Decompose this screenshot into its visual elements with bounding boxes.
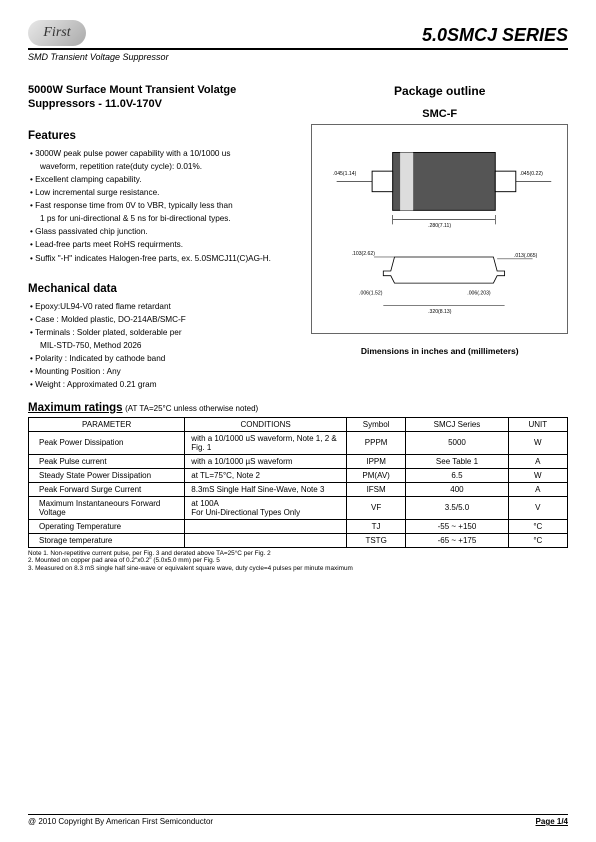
- table-cell: Operating Temperature: [29, 519, 185, 533]
- table-row: Peak Forward Surge Current8.3mS Single H…: [29, 482, 568, 496]
- table-cell: A: [508, 482, 567, 496]
- table-cell: 8.3mS Single Half Sine-Wave, Note 3: [185, 482, 347, 496]
- table-cell: 400: [406, 482, 508, 496]
- table-header: Symbol: [346, 417, 405, 431]
- table-cell: -65 ~ +175: [406, 533, 508, 547]
- footer: @ 2010 Copyright By American First Semic…: [28, 814, 568, 826]
- svg-text:.280(7.11): .280(7.11): [429, 223, 452, 229]
- table-cell: [185, 519, 347, 533]
- table-row: Steady State Power Dissipationat TL=75°C…: [29, 468, 568, 482]
- table-header: CONDITIONS: [185, 417, 347, 431]
- list-item: Terminals : Solder plated, solderable pe…: [30, 326, 297, 339]
- list-item: Mounting Position : Any: [30, 365, 297, 378]
- table-row: Maximum Instantaneours Forward Voltageat…: [29, 496, 568, 519]
- table-header: PARAMETER: [29, 417, 185, 431]
- dimensions-caption: Dimensions in inches and (millimeters): [311, 346, 568, 356]
- table-cell: Peak Power Dissipation: [29, 431, 185, 454]
- list-item: 3000W peak pulse power capability with a…: [30, 147, 297, 160]
- ratings-notes: Note 1. Non-repetitive current pulse, pe…: [28, 550, 568, 573]
- svg-text:.320(8.13): .320(8.13): [429, 309, 453, 315]
- table-cell: V: [508, 496, 567, 519]
- table-cell: with a 10/1000 uS waveform, Note 1, 2 & …: [185, 431, 347, 454]
- table-cell: Maximum Instantaneours Forward Voltage: [29, 496, 185, 519]
- svg-text:.006(.203): .006(.203): [468, 290, 492, 296]
- svg-text:.013(.065): .013(.065): [514, 253, 538, 259]
- svg-text:.045(1.14): .045(1.14): [333, 171, 357, 177]
- series-title: 5.0SMCJ SERIES: [422, 25, 568, 46]
- table-cell: Peak Pulse current: [29, 454, 185, 468]
- table-row: Peak Pulse currentwith a 10/1000 µS wave…: [29, 454, 568, 468]
- table-cell: -55 ~ +150: [406, 519, 508, 533]
- table-cell: Steady State Power Dissipation: [29, 468, 185, 482]
- table-header: UNIT: [508, 417, 567, 431]
- svg-text:.103(2.62): .103(2.62): [352, 251, 376, 257]
- page-number: Page 1/4: [536, 817, 568, 826]
- package-outline-title: Package outline: [311, 84, 568, 98]
- mech-heading: Mechanical data: [28, 283, 297, 295]
- table-cell: See Table 1: [406, 454, 508, 468]
- table-cell: W: [508, 468, 567, 482]
- features-list: 3000W peak pulse power capability with a…: [28, 147, 297, 265]
- divider: [28, 48, 568, 50]
- list-item: MIL-STD-750, Method 2026: [30, 339, 297, 352]
- table-cell: A: [508, 454, 567, 468]
- table-cell: [185, 533, 347, 547]
- list-item: Epoxy:UL94-V0 rated flame retardant: [30, 300, 297, 313]
- table-cell: °C: [508, 519, 567, 533]
- table-cell: TSTG: [346, 533, 405, 547]
- table-cell: IPPM: [346, 454, 405, 468]
- table-cell: Storage temperature: [29, 533, 185, 547]
- table-cell: IFSM: [346, 482, 405, 496]
- table-cell: W: [508, 431, 567, 454]
- table-row: Storage temperature TSTG-65 ~ +175°C: [29, 533, 568, 547]
- ratings-heading: Maximum ratings: [28, 402, 123, 414]
- table-cell: 3.5/5.0: [406, 496, 508, 519]
- table-cell: PM(AV): [346, 468, 405, 482]
- copyright: @ 2010 Copyright By American First Semic…: [28, 817, 213, 826]
- svg-text:.045(0.22): .045(0.22): [520, 171, 544, 177]
- mech-list: Epoxy:UL94-V0 rated flame retardantCase …: [28, 300, 297, 392]
- list-item: Suffix "-H" indicates Halogen-free parts…: [30, 252, 297, 265]
- table-cell: with a 10/1000 µS waveform: [185, 454, 347, 468]
- package-label: SMC-F: [311, 108, 568, 120]
- list-item: Excellent clamping capability.: [30, 173, 297, 186]
- list-item: Case : Molded plastic, DO-214AB/SMC-F: [30, 313, 297, 326]
- table-cell: at TL=75°C, Note 2: [185, 468, 347, 482]
- table-cell: at 100AFor Uni-Directional Types Only: [185, 496, 347, 519]
- list-item: Lead-free parts meet RoHS requirments.: [30, 238, 297, 251]
- table-cell: VF: [346, 496, 405, 519]
- table-cell: TJ: [346, 519, 405, 533]
- table-header: SMCJ Series: [406, 417, 508, 431]
- list-item: Low incremental surge resistance.: [30, 186, 297, 199]
- features-heading: Features: [28, 130, 297, 142]
- svg-text:.006(1.52): .006(1.52): [359, 290, 383, 296]
- list-item: Fast response time from 0V to VBR, typic…: [30, 199, 297, 212]
- table-cell: °C: [508, 533, 567, 547]
- table-row: Peak Power Dissipationwith a 10/1000 uS …: [29, 431, 568, 454]
- main-title: 5000W Surface Mount Transient Volatge Su…: [28, 84, 297, 112]
- list-item: waveform, repetition rate(duty cycle): 0…: [30, 160, 297, 173]
- table-row: Operating Temperature TJ-55 ~ +150°C: [29, 519, 568, 533]
- list-item: 1 ps for uni-directional & 5 ns for bi-d…: [30, 212, 297, 225]
- ratings-table: PARAMETERCONDITIONSSymbolSMCJ SeriesUNIT…: [28, 417, 568, 548]
- package-figure: .045(1.14) .045(0.22) .280(7.11) .103(2.…: [311, 124, 568, 334]
- brand-logo: First: [28, 20, 86, 46]
- ratings-sub: (AT TA=25°C unless otherwise noted): [125, 404, 258, 413]
- table-cell: PPPM: [346, 431, 405, 454]
- table-cell: 5000: [406, 431, 508, 454]
- doc-subtitle: SMD Transient Voltage Suppressor: [28, 52, 568, 62]
- table-cell: 6.5: [406, 468, 508, 482]
- list-item: Polarity : Indicated by cathode band: [30, 352, 297, 365]
- table-cell: Peak Forward Surge Current: [29, 482, 185, 496]
- list-item: Glass passivated chip junction.: [30, 225, 297, 238]
- list-item: Weight : Approximated 0.21 gram: [30, 378, 297, 391]
